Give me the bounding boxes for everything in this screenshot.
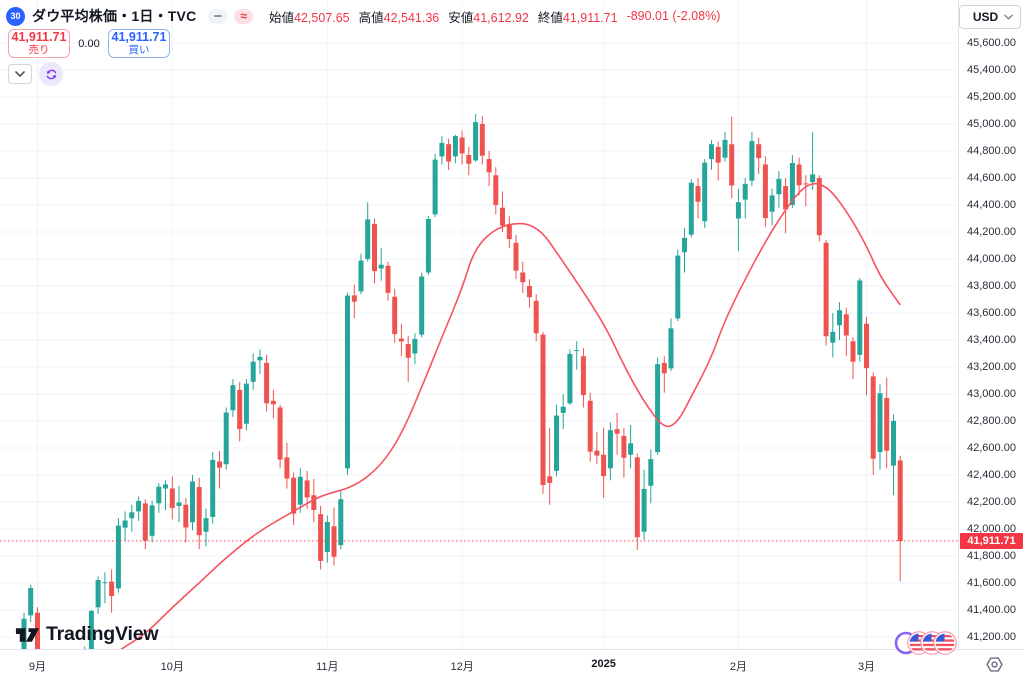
change-value: -890.01 (-2.08%) <box>626 9 721 23</box>
price-tick-label: 42,000.00 <box>967 522 1016 535</box>
wave-icon: ≈ <box>240 9 247 23</box>
close-value: 41,911.71 <box>562 10 618 25</box>
ma-indicator-toggle[interactable]: ≈ <box>234 8 253 24</box>
axis-settings-button[interactable] <box>986 656 1003 673</box>
legend-dash-toggle[interactable] <box>208 8 229 24</box>
spread-value: 0.00 <box>78 37 100 50</box>
sell-button[interactable]: 41,911.71 売り <box>8 29 70 58</box>
time-tick-label: 3月 <box>857 661 876 673</box>
low-value: 41,612.92 <box>473 10 529 25</box>
us-flag-circles-icon <box>894 631 957 655</box>
price-tick-label: 45,400.00 <box>967 63 1016 76</box>
price-tick-label: 41,600.00 <box>967 576 1016 589</box>
ohlc-readout: 始値42,507.65 高値42,541.36 安値41,612.92 終値41… <box>269 7 720 26</box>
tradingview-wordmark: TradingView <box>46 622 159 645</box>
tradingview-mark-icon <box>15 628 40 642</box>
time-axis[interactable]: 9月 10月 11月 12月 2025 2月 3月 <box>0 649 1024 679</box>
related-markets-flags[interactable] <box>892 629 960 662</box>
time-tick-label: 2025 <box>591 658 616 670</box>
time-tick-label: 9月 <box>28 661 47 673</box>
gear-icon <box>986 657 1003 672</box>
currency-selector[interactable]: USD <box>959 5 1021 29</box>
symbol-logo-badge[interactable]: 30 <box>6 6 25 26</box>
buy-label: 買い <box>128 43 150 56</box>
price-tick-label: 42,800.00 <box>967 414 1016 427</box>
price-tick-label: 43,400.00 <box>967 333 1016 346</box>
price-tick-label: 42,200.00 <box>967 495 1016 508</box>
price-tick-label: 43,600.00 <box>967 306 1016 319</box>
time-tick-label: 12月 <box>450 661 474 673</box>
price-tick-label: 41,200.00 <box>967 630 1016 643</box>
price-tick-label: 45,600.00 <box>967 36 1016 49</box>
symbol-header: 30 ダウ平均株価・1日・TVC ≈ 始値42,507.65 高値42,541.… <box>6 5 720 27</box>
symbol-title[interactable]: ダウ平均株価・1日・TVC <box>32 8 197 24</box>
price-tick-label: 43,000.00 <box>967 387 1016 400</box>
price-tick-label: 44,400.00 <box>967 198 1016 211</box>
price-axis[interactable]: 41,200.00 41,400.00 41,600.00 41,800.00 42,0… <box>958 0 1024 649</box>
price-tick-label: 43,800.00 <box>967 279 1016 292</box>
time-tick-label: 10月 <box>160 661 184 673</box>
sell-label: 売り <box>28 43 50 56</box>
currency-label: USD <box>972 10 999 24</box>
high-label: 高値 <box>358 10 384 25</box>
open-value: 42,507.65 <box>294 10 350 25</box>
open-label: 始値 <box>268 10 294 25</box>
price-tick-label: 44,800.00 <box>967 144 1016 157</box>
chevron-down-icon <box>15 71 25 77</box>
price-tick-label: 42,400.00 <box>967 468 1016 481</box>
price-tick-label: 45,200.00 <box>967 90 1016 103</box>
trade-toolbar <box>8 62 63 86</box>
price-tick-label: 45,000.00 <box>967 117 1016 130</box>
price-tick-label: 43,200.00 <box>967 360 1016 373</box>
buy-price: 41,911.71 <box>111 29 167 44</box>
tradingview-logo[interactable]: TradingView <box>14 621 159 647</box>
refresh-icon <box>46 69 56 79</box>
close-label: 終値 <box>537 10 563 25</box>
trade-panel: 41,911.71 売り 0.00 41,911.71 買い <box>8 29 170 58</box>
sync-button[interactable] <box>39 62 63 86</box>
dash-icon <box>214 14 223 18</box>
price-tick-label: 41,800.00 <box>967 549 1016 562</box>
price-tick-label: 41,400.00 <box>967 603 1016 616</box>
high-value: 42,541.36 <box>383 10 440 25</box>
last-price-tag: 41,911.71 <box>960 532 1023 549</box>
time-tick-label: 11月 <box>316 661 339 673</box>
collapse-trade-panel-button[interactable] <box>8 64 32 84</box>
time-tick-label: 2月 <box>729 661 747 673</box>
low-label: 安値 <box>448 10 474 25</box>
price-tick-label: 44,000.00 <box>967 252 1016 265</box>
price-tick-label: 44,200.00 <box>967 225 1016 238</box>
price-tick-label: 44,600.00 <box>967 171 1016 184</box>
price-tick-label: 42,600.00 <box>967 441 1016 454</box>
sell-price: 41,911.71 <box>11 29 67 44</box>
buy-button[interactable]: 41,911.71 買い <box>108 29 170 58</box>
chevron-down-icon <box>1004 14 1013 20</box>
